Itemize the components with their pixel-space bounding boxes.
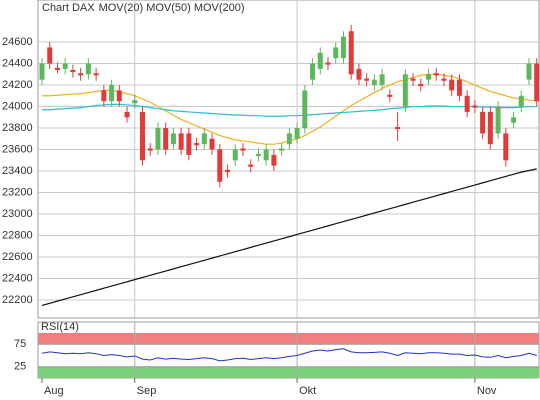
legend-entry: MOV(50) bbox=[146, 2, 191, 14]
candle-body bbox=[217, 149, 223, 182]
candle-body bbox=[402, 74, 408, 107]
candle-body bbox=[449, 79, 455, 91]
candle-body bbox=[333, 47, 339, 59]
candle-body bbox=[279, 148, 285, 151]
candle-body bbox=[163, 128, 169, 150]
legend-entry: MOV(200) bbox=[194, 2, 245, 14]
candle-body bbox=[109, 85, 115, 102]
candle-body bbox=[302, 90, 308, 129]
candle-body bbox=[139, 111, 145, 161]
candle-body bbox=[495, 106, 501, 134]
plot-area bbox=[37, 0, 540, 319]
y-tick-label: 22800 bbox=[2, 229, 33, 241]
y-tick-label: 22200 bbox=[2, 294, 33, 306]
candle-body bbox=[310, 63, 316, 80]
candle-body bbox=[426, 74, 431, 80]
candle-body bbox=[480, 111, 486, 134]
candle-body bbox=[85, 63, 91, 75]
candle-body bbox=[39, 63, 45, 80]
candle-body bbox=[356, 68, 362, 80]
candle-body bbox=[325, 62, 331, 65]
candle-body bbox=[93, 73, 99, 76]
candle-body bbox=[248, 164, 254, 167]
candle-body bbox=[263, 149, 269, 161]
candle-body bbox=[186, 133, 192, 155]
candle-body bbox=[47, 47, 53, 64]
candle-body bbox=[194, 143, 200, 146]
candle-body bbox=[456, 79, 462, 96]
candle-body bbox=[286, 133, 292, 145]
y-tick-label: 23800 bbox=[2, 122, 33, 134]
candle-body bbox=[410, 78, 416, 81]
candle-body bbox=[54, 67, 60, 70]
y-tick-label: 23000 bbox=[2, 208, 33, 220]
y-tick-label: 24200 bbox=[2, 79, 33, 91]
candle-body bbox=[418, 83, 424, 87]
y-tick-label: 75 bbox=[14, 338, 26, 350]
candle-body bbox=[518, 95, 524, 107]
y-tick-label: 25 bbox=[14, 361, 26, 373]
moving-average-line bbox=[42, 103, 537, 117]
candle-body bbox=[240, 148, 246, 151]
legend-entry: MOV(20) bbox=[99, 2, 144, 14]
x-tick-label: Nov bbox=[477, 385, 497, 397]
candle-body bbox=[487, 111, 493, 145]
candle-body bbox=[534, 63, 540, 102]
y-tick-label: 24000 bbox=[2, 100, 33, 112]
candle-body bbox=[116, 90, 122, 102]
y-tick-label: 22400 bbox=[2, 272, 33, 284]
candle-body bbox=[201, 133, 207, 145]
candle-body bbox=[526, 63, 532, 80]
candle-body bbox=[78, 73, 84, 76]
candle-body bbox=[209, 138, 215, 150]
y-tick-label: 23200 bbox=[2, 186, 33, 198]
candle-body bbox=[170, 133, 176, 145]
candle-body bbox=[70, 69, 76, 73]
upper-zone bbox=[38, 333, 539, 345]
candle-body bbox=[464, 95, 470, 112]
candle-body bbox=[511, 117, 517, 123]
candle-body bbox=[387, 94, 393, 97]
y-tick-label: 24400 bbox=[2, 57, 33, 69]
rsi-line bbox=[41, 348, 537, 362]
lower-zone bbox=[38, 366, 539, 378]
candle-body bbox=[503, 133, 509, 161]
candle-body bbox=[379, 74, 385, 86]
candle-body bbox=[371, 79, 377, 86]
x-tick-label: Sep bbox=[137, 385, 157, 397]
panel-title: RSI(14) bbox=[41, 321, 79, 333]
candle-body bbox=[178, 133, 184, 150]
y-tick-label: 22600 bbox=[2, 251, 33, 263]
y-tick-label: 24600 bbox=[2, 36, 33, 48]
candle-body bbox=[62, 63, 68, 69]
candle-body bbox=[225, 169, 231, 173]
candle-body bbox=[271, 154, 277, 166]
candle-body bbox=[101, 90, 107, 102]
candle-body bbox=[155, 128, 161, 150]
candle-body bbox=[255, 153, 261, 156]
candle-body bbox=[472, 105, 478, 108]
moving-average-line bbox=[41, 168, 537, 307]
x-tick-label: Aug bbox=[44, 385, 64, 397]
chart-title: Chart DAX bbox=[42, 2, 95, 14]
candle-body bbox=[395, 126, 401, 130]
candle-body bbox=[348, 31, 354, 75]
candle-body bbox=[132, 100, 138, 104]
candle-body bbox=[433, 73, 439, 76]
candle-body bbox=[147, 148, 153, 151]
y-tick-label: 23600 bbox=[2, 143, 33, 155]
candle-body bbox=[441, 78, 447, 81]
candle-body bbox=[124, 111, 130, 118]
candle-body bbox=[364, 78, 370, 81]
candle-body bbox=[340, 36, 346, 59]
candle-body bbox=[232, 149, 238, 161]
candle-body bbox=[317, 52, 323, 69]
candle-body bbox=[294, 128, 300, 139]
y-tick-label: 23400 bbox=[2, 165, 33, 177]
x-tick-label: Okt bbox=[299, 385, 316, 397]
